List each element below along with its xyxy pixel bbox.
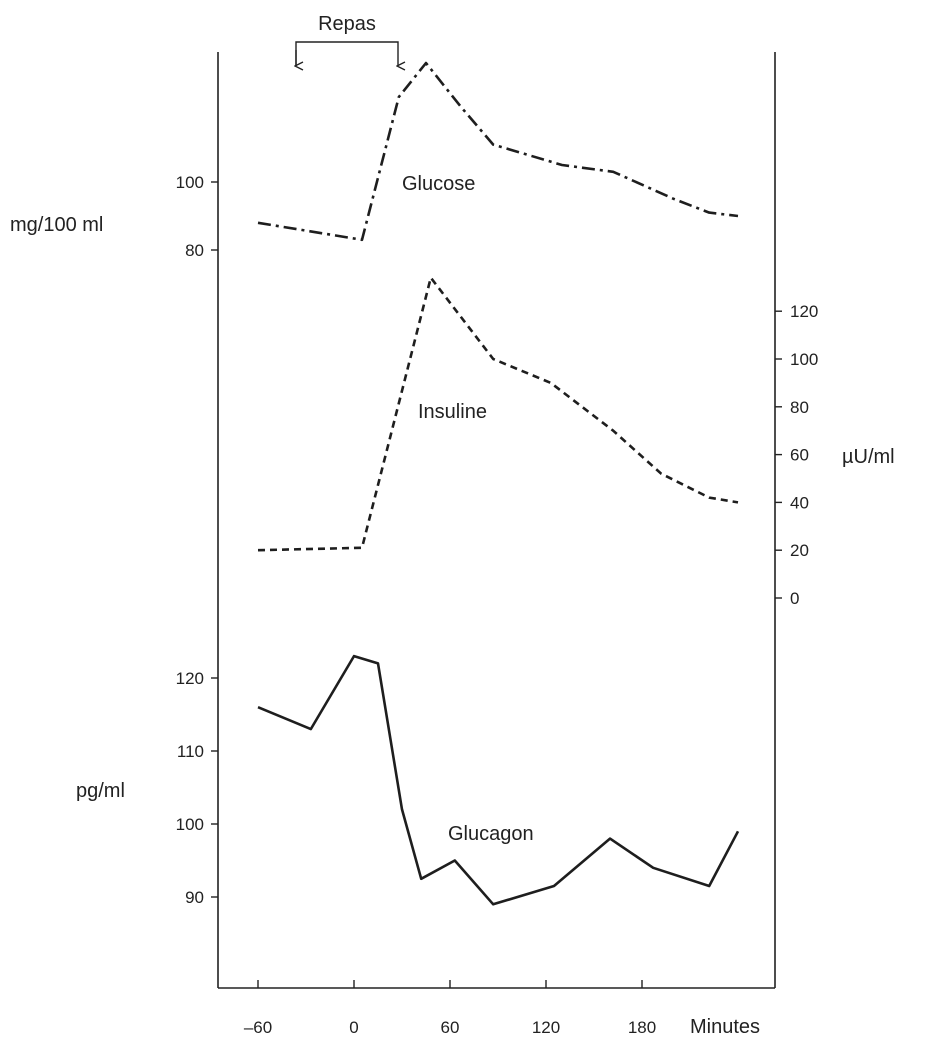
x-axis-label: Minutes (690, 1016, 760, 1038)
glucagon-axis-ticks: 90 100 110 120 (176, 669, 218, 907)
insulin-axis-ticks: 0 20 40 60 80 100 120 (775, 302, 818, 608)
insulin-tick-label: 120 (790, 302, 818, 321)
glucagon-tick-label: 100 (176, 815, 204, 834)
x-tick-label: 180 (628, 1018, 656, 1037)
x-tick-label: 60 (441, 1018, 460, 1037)
insulin-tick-label: 0 (790, 589, 799, 608)
insulin-unit-label: µU/ml (842, 446, 895, 468)
glucagon-tick-label: 110 (177, 742, 204, 761)
x-tick-label: 0 (349, 1018, 358, 1037)
glucose-tick-label: 80 (185, 241, 204, 260)
insulin-tick-label: 100 (790, 350, 818, 369)
glucose-series-label: Glucose (402, 173, 475, 195)
repas-label: Repas (318, 13, 376, 35)
x-tick-label: –60 (244, 1018, 272, 1037)
insulin-tick-label: 80 (790, 398, 809, 417)
glucose-tick-label: 100 (176, 173, 204, 192)
glucagon-unit-label: pg/ml (76, 780, 125, 802)
repas-bracket (295, 41, 398, 66)
repas-annotation: Repas (296, 13, 398, 66)
glucagon-tick-label: 120 (176, 669, 204, 688)
glucose-unit-label: mg/100 ml (10, 214, 103, 236)
glucagon-series-label: Glucagon (448, 823, 534, 845)
insulin-tick-label: 20 (790, 541, 809, 560)
glucagon-line (257, 654, 740, 906)
insulin-series-label: Insuline (418, 401, 487, 423)
insulin-tick-label: 60 (790, 446, 809, 465)
glucagon-tick-label: 90 (185, 888, 204, 907)
insulin-tick-label: 40 (790, 493, 809, 512)
x-axis-ticks: –60 0 60 120 180 (244, 980, 656, 1037)
x-tick-label: 120 (532, 1018, 560, 1037)
glucose-line (257, 61, 739, 242)
glucose-axis-ticks: 80 100 (176, 173, 218, 260)
insulin-line (257, 276, 739, 552)
